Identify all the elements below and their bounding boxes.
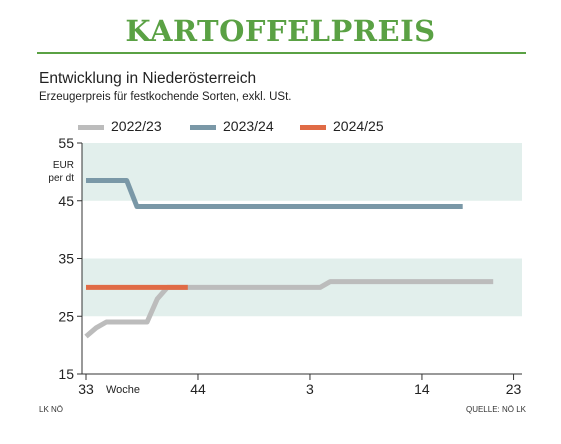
x-axis-label: Woche bbox=[106, 384, 140, 396]
legend-label-2024-25: 2024/25 bbox=[333, 118, 384, 134]
y-axis-unit-line-2: per dt bbox=[48, 173, 74, 184]
legend-swatch-2024-25 bbox=[300, 125, 326, 130]
y-tick-label-35: 35 bbox=[58, 251, 74, 267]
x-tick-label-44: 44 bbox=[190, 381, 206, 397]
page-title: KARTOFFELPREIS bbox=[125, 14, 436, 48]
title-divider bbox=[37, 52, 526, 54]
x-tick-label-33: 33 bbox=[78, 381, 94, 397]
legend-label-2022-23: 2022/23 bbox=[111, 118, 162, 134]
shaded-band-1 bbox=[82, 143, 522, 201]
x-tick-label-3: 3 bbox=[306, 381, 314, 397]
legend-label-2023-24: 2023/24 bbox=[223, 118, 274, 134]
footer-source-right: QUELLE: NÖ LK bbox=[465, 405, 526, 414]
chart-subtitle: Erzeugerpreis für festkochende Sorten, e… bbox=[39, 91, 292, 103]
y-axis-unit-line-1: EUR bbox=[53, 160, 74, 171]
legend-swatch-2022-23 bbox=[78, 125, 104, 130]
footer-source-left: LK NÖ bbox=[39, 405, 64, 414]
y-tick-label-25: 25 bbox=[58, 308, 74, 324]
series-line-2023-24 bbox=[86, 178, 463, 209]
y-tick-label-55: 55 bbox=[58, 135, 74, 151]
chart-title: Entwicklung in Niederösterreich bbox=[39, 70, 257, 87]
x-tick-label-23: 23 bbox=[506, 381, 522, 397]
legend-swatch-2023-24 bbox=[190, 125, 216, 130]
y-tick-label-15: 15 bbox=[58, 366, 74, 382]
x-tick-label-14: 14 bbox=[414, 381, 430, 397]
series-line-2022-23 bbox=[84, 279, 494, 339]
y-tick-label-45: 45 bbox=[58, 193, 74, 209]
